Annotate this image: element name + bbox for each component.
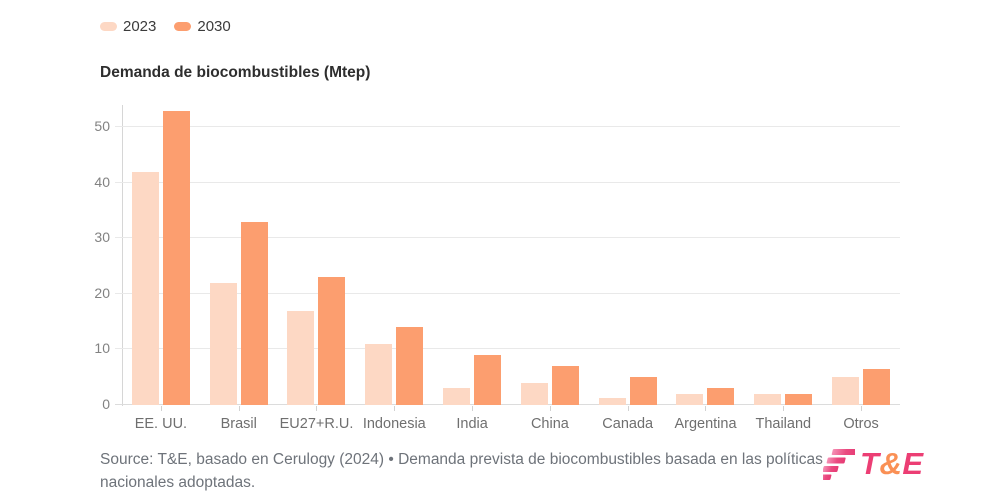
te-logo-wordmark: T&E [860, 448, 924, 479]
bar-2030-China [551, 366, 579, 405]
bar-2023-Thailand [754, 393, 782, 405]
x-axis-tick-Brasil [238, 406, 240, 411]
bar-group-EE. UU. [122, 105, 200, 405]
category-column-EE. UU.: EE. UU. [122, 105, 200, 432]
legend-label-2030: 2030 [197, 18, 231, 35]
category-column-Argentina: Argentina [667, 105, 745, 432]
bar-2030-Thailand [785, 394, 813, 405]
bar-group-India [433, 105, 511, 405]
bar-group-Brasil [200, 105, 278, 405]
x-axis-tick-Argentina [705, 406, 707, 411]
bar-2023-Argentina [676, 393, 704, 405]
gridline-40 [115, 181, 900, 183]
bar-2030-Indonesia [396, 327, 424, 405]
bar-2023-Brasil [209, 282, 237, 405]
bar-2023-EU27+R.U. [287, 310, 315, 405]
x-axis-tick-Canada [627, 406, 629, 411]
category-column-Thailand: Thailand [744, 105, 822, 432]
x-axis-tick-EE. UU. [160, 406, 162, 411]
y-axis-line [122, 105, 123, 406]
x-tick-label-Canada: Canada [602, 416, 654, 432]
bar-2030-Brasil [240, 221, 268, 405]
legend-item-2023: 2023 [100, 18, 156, 35]
legend-swatch-2030 [174, 22, 192, 31]
x-tick-label-Otros: Otros [843, 416, 879, 432]
x-tick-label-Thailand: Thailand [755, 416, 812, 432]
te-logo-stripes-icon [823, 449, 855, 480]
y-tick-label-30: 30 [94, 229, 110, 246]
bar-2023-EE. UU. [131, 171, 159, 405]
x-tick-label-Argentina: Argentina [674, 416, 737, 432]
bar-group-Indonesia [355, 105, 433, 405]
legend-label-2023: 2023 [123, 18, 157, 35]
bar-group-Argentina [667, 105, 745, 405]
x-axis-tick-Thailand [783, 406, 785, 411]
bar-2030-Argentina [707, 388, 735, 405]
source-note: Source: T&E, basado en Cerulogy (2024) •… [100, 451, 823, 492]
x-axis-tick-Otros [861, 406, 863, 411]
te-logo: T&E [823, 447, 924, 480]
gridline-50 [115, 126, 900, 128]
bar-group-Otros [822, 105, 900, 405]
y-tick-label-0: 0 [102, 396, 110, 412]
bar-2023-Otros [832, 377, 860, 405]
plot-area: EE. UU. Brasil EU27+R.U. Indonesia India Chin… [115, 105, 900, 432]
bar-2023-Indonesia [365, 343, 393, 405]
bar-2030-Otros [863, 368, 891, 405]
y-tick-label-10: 10 [94, 340, 110, 357]
x-tick-label-India: India [456, 416, 488, 432]
y-tick-label-20: 20 [94, 284, 110, 301]
chart-legend: 2023 2030 [100, 18, 231, 35]
bar-2030-EU27+R.U. [318, 277, 346, 405]
x-tick-label-EE. UU.: EE. UU. [134, 416, 188, 432]
x-axis-tick-India [472, 406, 474, 411]
logo-ampersand: & [879, 446, 903, 481]
bar-2030-EE. UU. [162, 110, 190, 405]
x-tick-label-Brasil: Brasil [220, 416, 257, 432]
bar-2030-India [474, 355, 502, 405]
category-column-China: China [511, 105, 589, 432]
category-column-Otros: Otros [822, 105, 900, 432]
logo-letter-t: T [860, 446, 880, 481]
legend-swatch-2023 [100, 22, 117, 31]
bar-group-Canada [589, 105, 667, 405]
y-tick-label-40: 40 [94, 173, 110, 190]
x-tick-label-China: China [530, 416, 569, 432]
logo-letter-e: E [902, 446, 924, 481]
x-axis-tick-Indonesia [394, 406, 396, 411]
bar-2023-Canada [598, 397, 626, 405]
bar-group-Thailand [744, 105, 822, 405]
category-column-Brasil: Brasil [200, 105, 278, 432]
chart-title: Demanda de biocombustibles (Mtep) [100, 64, 371, 81]
category-column-India: India [433, 105, 511, 432]
y-tick-label-50: 50 [94, 118, 110, 135]
bar-group-China [511, 105, 589, 405]
x-axis-tick-China [549, 406, 551, 411]
gridline-0 [115, 404, 900, 405]
bar-group-EU27+R.U. [278, 105, 356, 405]
gridline-20 [115, 292, 900, 294]
bar-2023-India [443, 388, 471, 405]
legend-item-2030: 2030 [174, 18, 231, 35]
category-column-Indonesia: Indonesia [355, 105, 433, 432]
gridline-30 [115, 237, 900, 239]
x-tick-label-Indonesia: Indonesia [362, 416, 426, 432]
gridline-10 [115, 348, 900, 350]
category-column-EU27+R.U.: EU27+R.U. [278, 105, 356, 432]
category-column-Canada: Canada [589, 105, 667, 432]
bar-2023-China [520, 382, 548, 405]
x-axis-tick-EU27+R.U. [316, 406, 318, 411]
x-tick-label-EU27+R.U.: EU27+R.U. [279, 416, 354, 432]
bar-2030-Canada [629, 377, 657, 405]
